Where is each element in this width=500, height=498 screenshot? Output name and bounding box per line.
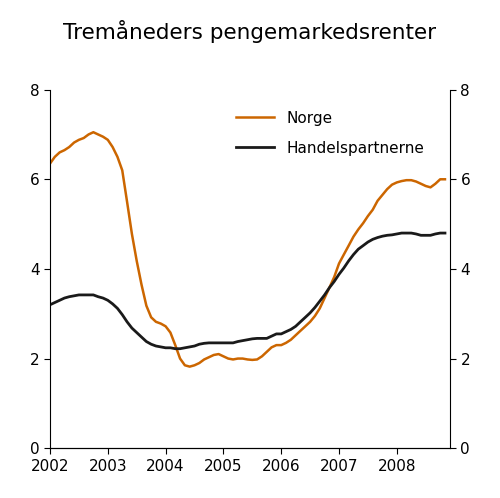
Norge xyxy=(292,332,298,338)
Handelspartnerne xyxy=(105,297,111,303)
Norge xyxy=(341,251,347,257)
Handelspartnerne xyxy=(47,302,53,308)
Handelspartnerne xyxy=(172,346,178,352)
Handelspartnerne xyxy=(71,293,77,299)
Handelspartnerne xyxy=(129,325,135,331)
Line: Norge: Norge xyxy=(50,132,445,367)
Handelspartnerne xyxy=(360,243,366,249)
Handelspartnerne xyxy=(398,230,404,236)
Norge xyxy=(442,176,448,182)
Line: Handelspartnerne: Handelspartnerne xyxy=(50,233,445,349)
Norge xyxy=(90,129,96,135)
Norge xyxy=(71,139,77,145)
Text: Tremåneders pengemarkedsrenter: Tremåneders pengemarkedsrenter xyxy=(64,20,436,43)
Norge xyxy=(365,213,371,219)
Legend: Norge, Handelspartnerne: Norge, Handelspartnerne xyxy=(230,105,430,162)
Handelspartnerne xyxy=(288,327,294,333)
Handelspartnerne xyxy=(442,230,448,236)
Norge xyxy=(47,161,53,167)
Norge xyxy=(134,258,140,264)
Norge xyxy=(110,144,116,150)
Handelspartnerne xyxy=(336,271,342,277)
Norge xyxy=(186,364,192,370)
